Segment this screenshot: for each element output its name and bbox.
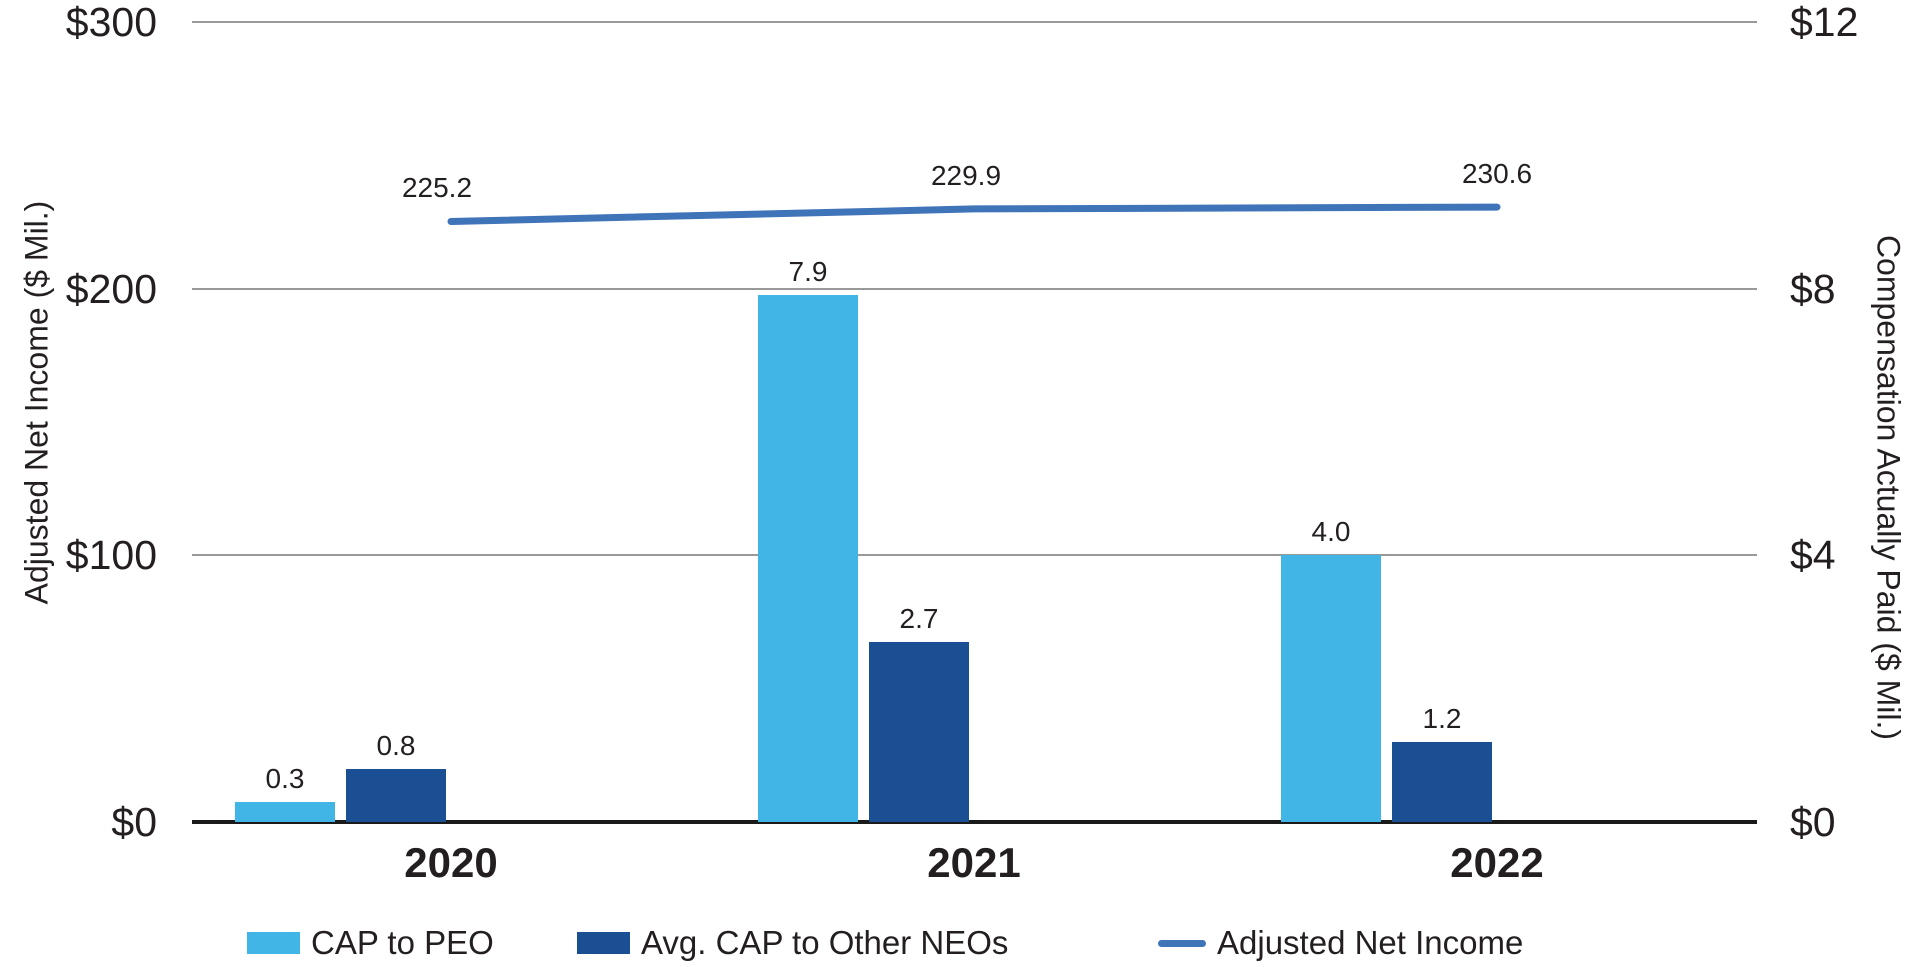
legend-item-cap-to-peo: CAP to PEO: [247, 924, 494, 962]
bar-avg-cap-to-other-neos-2021: [869, 642, 969, 822]
legend-item-avg-cap-to-other-neos: Avg. CAP to Other NEOs: [577, 924, 1008, 962]
bar-value-label: 0.3: [265, 763, 305, 794]
legend-label-avg-cap-to-other-neos: Avg. CAP to Other NEOs: [641, 924, 1009, 961]
line-value-label: 225.2: [401, 172, 473, 204]
adjusted-net-income-line-swatch-icon: [1158, 939, 1206, 947]
right-axis-tick: $12: [1790, 0, 1859, 45]
gridline: [192, 21, 1757, 23]
legend-label-cap-to-peo: CAP to PEO: [311, 924, 494, 961]
adjusted-net-income-line-path: [447, 203, 1501, 225]
left-axis-title: Adjusted Net Income ($ Mil.): [18, 200, 55, 605]
right-axis-tick: $0: [1790, 799, 1836, 845]
bar-value-label: 0.8: [376, 729, 416, 761]
x-axis-category-label: 2021: [927, 839, 1021, 886]
x-axis-category-label: 2022: [1450, 839, 1544, 886]
left-axis-tick: $200: [65, 265, 157, 312]
left-axis-tick: $300: [65, 0, 157, 45]
bar-avg-cap-to-other-neos-2022: [1392, 742, 1492, 822]
bar-value-label: 1.2: [1422, 703, 1462, 734]
line-value-label: 229.9: [930, 159, 1002, 191]
bar-cap-to-peo-2022: [1281, 555, 1381, 822]
bar-avg-cap-to-other-neos-2020: [346, 768, 446, 822]
right-axis-title: Compensation Actually Paid ($ Mil.): [1870, 234, 1907, 741]
right-axis-tick: $8: [1790, 265, 1836, 312]
legend-label-adjusted-net-income: Adjusted Net Income: [1217, 924, 1524, 961]
legend-item-adjusted-net-income: Adjusted Net Income: [1158, 924, 1523, 962]
cap-to-peo-swatch-icon: [247, 932, 300, 954]
x-axis-category-label: 2020: [404, 839, 498, 886]
gridline: [192, 287, 1757, 290]
x-axis-line: [192, 820, 1757, 824]
left-axis-tick: $100: [65, 532, 157, 579]
avg-cap-to-other-neos-swatch-icon: [577, 932, 630, 954]
bar-value-label: 7.9: [788, 256, 828, 288]
legend: CAP to PEO Avg. CAP to Other NEOs Adjust…: [0, 924, 1915, 964]
gridline: [192, 554, 1757, 557]
line-value-label: 230.6: [1461, 158, 1533, 190]
left-axis-tick: $0: [111, 799, 157, 845]
bar-cap-to-peo-2021: [758, 295, 858, 822]
bar-cap-to-peo-2020: [235, 802, 335, 822]
right-axis-tick: $4: [1790, 532, 1836, 579]
bar-value-label: 4.0: [1311, 516, 1351, 548]
bar-value-label: 2.7: [899, 603, 939, 634]
